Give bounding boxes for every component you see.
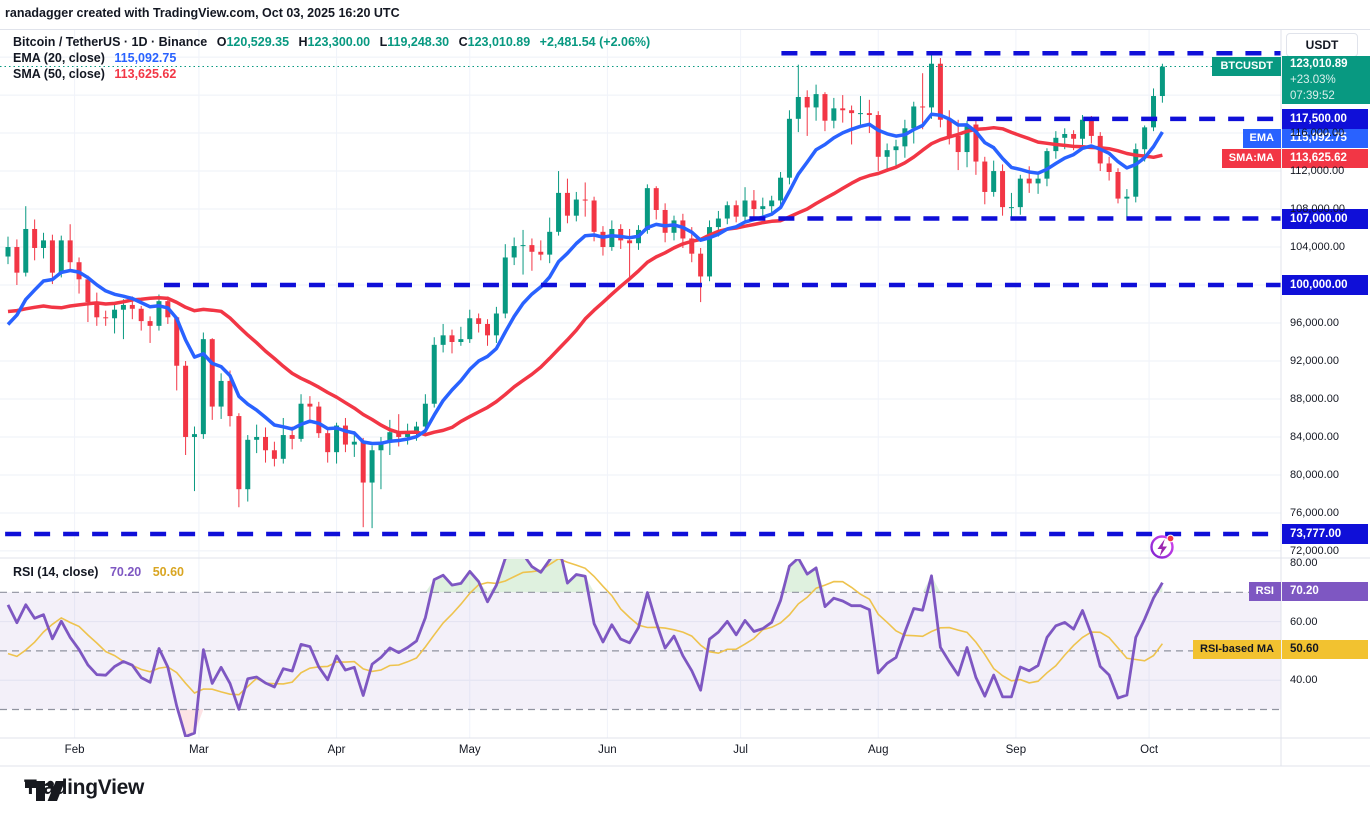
main-legend: Bitcoin / TetherUS · 1D · Binance O120,5… xyxy=(13,34,650,82)
last-price-axis-badge: 123,010.89 +23.03% 07:39:52 xyxy=(1282,56,1370,104)
rsi-overbought-fill xyxy=(8,559,1163,593)
grid xyxy=(0,30,1281,738)
time-axis-month-label: Feb xyxy=(64,744,85,756)
rsi-legend-value: 70.20 xyxy=(109,565,142,579)
last-price-value: 123,010.89 xyxy=(1290,58,1348,70)
price-level-badge: 117,500.00 xyxy=(1282,108,1368,129)
price-axis-tick: 116,000.00 xyxy=(1290,127,1345,140)
price-axis-tick: 104,000.00 xyxy=(1290,241,1346,254)
change-value: +2,481.54 (+2.06%) xyxy=(539,35,651,49)
ema-line xyxy=(6,112,1164,446)
ema-value: 115,092.75 xyxy=(114,51,177,65)
ema-label: EMA (20, close) xyxy=(13,51,105,65)
price-axis-tick: 72,000.00 xyxy=(1290,544,1339,557)
rsi-legend-row[interactable]: RSI (14, close) 70.20 50.60 xyxy=(13,565,184,579)
sma-value: 113,625.62 xyxy=(114,67,177,81)
symbol-price-label-badge: BTCUSDT xyxy=(1212,57,1281,76)
sma-legend-row[interactable]: SMA (50, close) 113,625.62 xyxy=(13,66,650,82)
sma-axis-badge: 113,625.62 xyxy=(1282,149,1368,169)
time-axis-month-label: Sep xyxy=(1005,744,1027,756)
ema-chip: EMA xyxy=(1242,129,1281,149)
sma-label: SMA (50, close) xyxy=(13,67,105,81)
lightning-bolt-icon xyxy=(1157,539,1167,557)
rsi-pane xyxy=(0,559,1281,737)
open-value: 120,529.35 xyxy=(226,35,290,49)
candlestick-series xyxy=(5,52,1165,529)
price-axis-tick: 80,000.00 xyxy=(1290,468,1339,481)
bar-countdown: 07:39:52 xyxy=(1290,90,1335,102)
low-value: 119,248.30 xyxy=(387,35,450,49)
high-label: H xyxy=(298,35,308,49)
close-label: C xyxy=(458,35,468,49)
rsi-axis-badge: 70.20 xyxy=(1282,582,1368,602)
ema-axis-badge: 115,092.75 xyxy=(1282,129,1368,149)
price-level-badge: 107,000.00 xyxy=(1282,208,1368,229)
price-axis-tick: 96,000.00 xyxy=(1290,317,1339,329)
price-axis-tick: 88,000.00 xyxy=(1290,392,1339,405)
tradingview-logo-icon xyxy=(25,780,65,801)
time-axis-month-label: Jul xyxy=(733,744,748,756)
alert-red-dot xyxy=(1166,534,1175,543)
price-level-badge: 100,000.00 xyxy=(1282,275,1368,295)
rsi-legend-title: RSI (14, close) xyxy=(13,565,99,579)
price-axis-tick: 92,000.00 xyxy=(1290,354,1339,367)
tradingview-logo[interactable]: TradingView xyxy=(24,776,144,801)
time-axis-month-label: Aug xyxy=(868,744,889,756)
time-axis-month-label: May xyxy=(458,744,481,756)
currency-unit-button[interactable]: USDT xyxy=(1286,33,1358,57)
rsi-ma-legend-value: 50.60 xyxy=(152,565,184,579)
price-level-badge: 73,777.00 xyxy=(1282,524,1368,545)
low-label: L xyxy=(379,35,388,49)
price-axis-tick: 84,000.00 xyxy=(1290,430,1339,443)
symbol-legend-row[interactable]: Bitcoin / TetherUS · 1D · Binance O120,5… xyxy=(13,34,650,50)
price-axis-tick: 76,000.00 xyxy=(1290,506,1339,519)
high-value: 123,300.00 xyxy=(307,35,371,49)
rsi-ma-chip: RSI-based MA xyxy=(1193,639,1281,659)
time-axis-month-label: Apr xyxy=(327,744,346,756)
rsi-axis-tick: 40.00 xyxy=(1290,674,1318,687)
ema-legend-row[interactable]: EMA (20, close) 115,092.75 xyxy=(13,50,650,66)
time-axis-month-label: Mar xyxy=(189,744,209,756)
rsi-line xyxy=(6,559,1164,737)
close-value: 123,010.89 xyxy=(467,35,531,49)
time-axis-month-label: Oct xyxy=(1140,744,1159,756)
sma-line xyxy=(7,125,1163,437)
open-label: O xyxy=(216,35,227,49)
rsi-axis-tick: 80.00 xyxy=(1290,557,1318,569)
attribution-text: ranadagger created with TradingView.com,… xyxy=(5,6,400,20)
price-axis-tick: 108,000.00 xyxy=(1290,203,1346,216)
symbol-title: Bitcoin / TetherUS · 1D · Binance xyxy=(13,35,208,49)
price-axis-tick: 112,000.00 xyxy=(1290,165,1345,178)
sma-chip: SMA:MA xyxy=(1221,149,1281,169)
change-percent-value: +23.03% xyxy=(1290,74,1336,86)
alert-icon[interactable] xyxy=(1150,534,1175,559)
rsi-chip: RSI xyxy=(1248,582,1281,602)
time-axis-month-label: Jun xyxy=(598,744,617,756)
rsi-axis-tick: 60.00 xyxy=(1290,615,1318,628)
rsi-ma-axis-badge: 50.60 xyxy=(1282,639,1368,659)
